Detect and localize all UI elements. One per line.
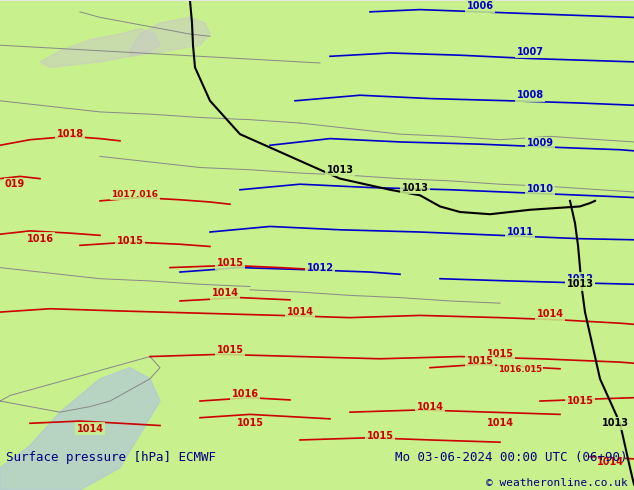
Text: 1008: 1008 — [517, 90, 543, 100]
Text: 1013: 1013 — [567, 279, 593, 289]
Text: 1010: 1010 — [526, 184, 553, 194]
Text: 1013: 1013 — [602, 418, 628, 428]
Text: 1014: 1014 — [486, 418, 514, 428]
Text: 1014: 1014 — [417, 402, 444, 412]
Text: 1012: 1012 — [306, 263, 333, 272]
Text: 1015: 1015 — [117, 236, 143, 246]
Text: 019: 019 — [5, 179, 25, 189]
Text: 1011: 1011 — [507, 227, 533, 237]
Text: 1015: 1015 — [216, 258, 243, 268]
Text: 1014: 1014 — [77, 424, 103, 434]
Text: 1015: 1015 — [486, 349, 514, 359]
Text: 1009: 1009 — [526, 138, 553, 148]
Text: 1016.015: 1016.015 — [498, 366, 542, 374]
Text: 1014: 1014 — [597, 457, 623, 467]
Text: 1012: 1012 — [567, 274, 593, 284]
Text: Mo 03-06-2024 00:00 UTC (06+90): Mo 03-06-2024 00:00 UTC (06+90) — [395, 451, 628, 464]
Text: 1013: 1013 — [401, 183, 429, 193]
Text: 1016: 1016 — [27, 234, 53, 244]
Text: 1007: 1007 — [517, 47, 543, 57]
Text: 1014: 1014 — [287, 307, 313, 317]
Text: 1015: 1015 — [567, 396, 593, 406]
Text: 1015: 1015 — [216, 345, 243, 355]
Polygon shape — [40, 28, 160, 68]
Text: 1018: 1018 — [56, 129, 84, 139]
Text: 1006: 1006 — [467, 1, 493, 11]
Polygon shape — [0, 368, 160, 490]
Text: Surface pressure [hPa] ECMWF: Surface pressure [hPa] ECMWF — [6, 451, 216, 464]
Text: 1016: 1016 — [231, 390, 259, 399]
Text: 1015: 1015 — [366, 431, 394, 441]
Text: © weatheronline.co.uk: © weatheronline.co.uk — [486, 477, 628, 488]
Text: 1017.016: 1017.016 — [112, 190, 158, 199]
Polygon shape — [130, 17, 210, 56]
Text: 1014: 1014 — [212, 288, 238, 298]
Text: 1014: 1014 — [536, 309, 564, 319]
Text: 1015: 1015 — [236, 418, 264, 428]
Text: 1013: 1013 — [327, 165, 354, 175]
Text: 1015: 1015 — [467, 356, 493, 366]
